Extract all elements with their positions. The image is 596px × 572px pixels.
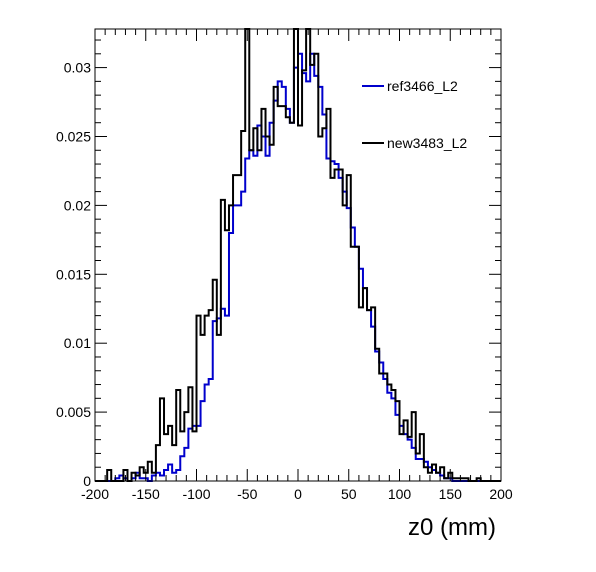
legend-label: ref3466_L2	[387, 78, 458, 94]
y-tick-label: 0.015	[56, 266, 91, 282]
x-tick-label: -50	[237, 486, 257, 502]
y-tick-label: 0.005	[56, 404, 91, 420]
x-tick-label: -200	[81, 486, 109, 502]
x-axis-title: z0 (mm)	[408, 514, 496, 541]
x-tick-label: 50	[341, 486, 357, 502]
y-tick-label: 0	[83, 473, 91, 489]
series-layer	[95, 28, 501, 482]
y-tick-label: 0.01	[64, 335, 91, 351]
axes-layer: -200 -150 -100 -50 0 50 100 150 200 0 0.005 0.01 0.0…	[56, 28, 513, 502]
x-tick-label: 150	[439, 486, 463, 502]
x-tick-label: 200	[489, 486, 513, 502]
x-tick-label: 0	[294, 486, 302, 502]
series-line-new3483_L2	[95, 28, 501, 482]
legend: ref3466_L2 new3483_L2	[362, 78, 467, 151]
y-tick-label: 0.02	[64, 197, 91, 213]
y-tick-label: 0.025	[56, 128, 91, 144]
x-tick-label: -150	[132, 486, 160, 502]
legend-label: new3483_L2	[387, 135, 467, 151]
x-tick-label: 100	[388, 486, 412, 502]
x-tick-label: -100	[182, 486, 210, 502]
y-tick-label: 0.03	[64, 60, 91, 76]
